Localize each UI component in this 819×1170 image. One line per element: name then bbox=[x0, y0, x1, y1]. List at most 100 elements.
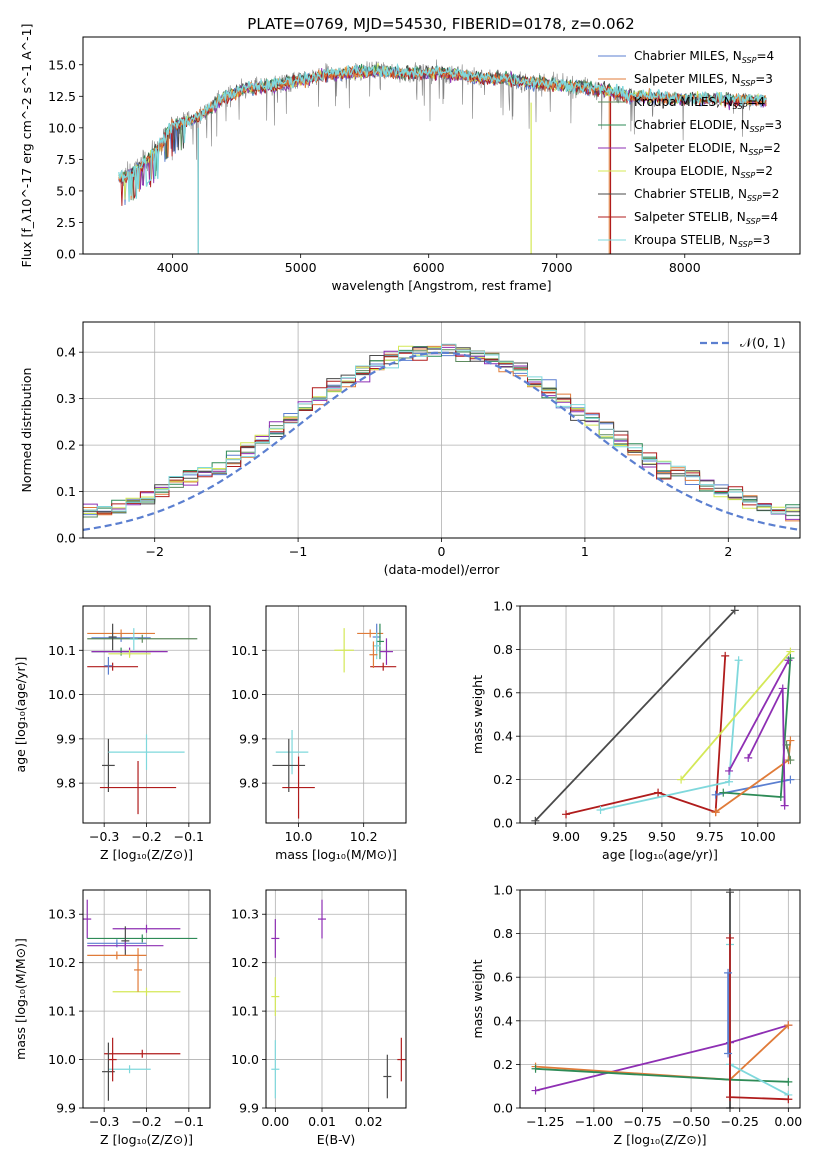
y-tick-label: 10.3 bbox=[48, 907, 76, 922]
legend-nssp-eq: = bbox=[755, 164, 765, 178]
mass-weight-marker bbox=[784, 1095, 793, 1104]
legend-nssp-prefix: , N bbox=[724, 164, 741, 178]
y-tick-label: 10.1 bbox=[48, 1004, 76, 1019]
legend-series-name: Kroupa MILES bbox=[634, 95, 716, 109]
panel-mass-weight-vs-age: 9.00 9.25 9.50 9.75 10.00 0.0 0.2 0.4 0.6 0.8 1.0 a… bbox=[470, 599, 801, 862]
mass-weight-line bbox=[728, 659, 790, 772]
x-tick-label: 10.2 bbox=[350, 829, 378, 844]
axes-frame bbox=[82, 36, 801, 255]
y-axis-label: Normed distribution bbox=[19, 368, 34, 493]
x-tick-label: −0.3 bbox=[89, 1114, 119, 1129]
x-tick-label: −0.1 bbox=[174, 1114, 204, 1129]
legend-nssp-eq: = bbox=[756, 49, 766, 63]
legend-nssp-prefix: , N bbox=[729, 210, 746, 224]
x-tick-label: −0.25 bbox=[721, 1114, 759, 1129]
x-tick-label: 10.0 bbox=[285, 829, 313, 844]
mass-weight-marker bbox=[786, 756, 795, 765]
y-tick-label: 0.4 bbox=[493, 729, 513, 744]
x-axis-label: Z [log₁₀(Z/Z⊙)] bbox=[100, 847, 193, 862]
y-tick-label: 0.3 bbox=[56, 391, 76, 406]
y-tick-label: 0.0 bbox=[56, 247, 76, 262]
x-tick-label: 9.00 bbox=[552, 829, 580, 844]
y-axis-label: Flux [f_λ10^-17 erg cm^-2 s^-1 A^-1] bbox=[19, 24, 34, 268]
legend-nssp-value: 3 bbox=[774, 118, 782, 132]
y-tick-label: 1.0 bbox=[493, 599, 513, 614]
y-tick-label: 10.3 bbox=[231, 907, 259, 922]
mass-weight-marker bbox=[784, 1077, 793, 1086]
panel-mass-weight-vs-z: −1.25 −1.00 −0.75 −0.50 −0.25 0.00 0.0 0.2 0.4 0.… bbox=[470, 883, 802, 1148]
legend-series-name: Salpeter STELIB bbox=[634, 210, 729, 224]
legend-nssp-value: 3 bbox=[763, 233, 771, 247]
mass-weight-marker bbox=[719, 788, 728, 797]
y-axis-label: mass weight bbox=[470, 959, 485, 1038]
legend-nssp-sub: SSP bbox=[742, 56, 757, 65]
legend-series-name: Salpeter ELODIE bbox=[634, 141, 732, 155]
x-tick-label: 2 bbox=[724, 544, 732, 559]
mass-weight-line bbox=[565, 655, 727, 816]
y-tick-label: 9.9 bbox=[56, 731, 76, 746]
x-tick-label: 9.25 bbox=[600, 829, 628, 844]
x-tick-label: 0.02 bbox=[355, 1114, 383, 1129]
legend-label: Chabrier STELIB, NSSP=2 bbox=[634, 187, 779, 203]
legend-nssp-sub: SSP bbox=[748, 148, 763, 157]
y-axis-label: mass weight bbox=[470, 675, 485, 754]
x-tick-label: −0.2 bbox=[131, 1114, 161, 1129]
x-tick-label: −0.50 bbox=[672, 1114, 710, 1129]
mass-weight-marker bbox=[784, 1021, 793, 1030]
x-tick-label: 0.00 bbox=[774, 1114, 802, 1129]
axes-frame bbox=[265, 605, 407, 824]
x-tick-label: 6000 bbox=[413, 260, 445, 275]
x-tick-label: 0.00 bbox=[261, 1114, 289, 1129]
legend-series-name: Kroupa STELIB bbox=[634, 233, 721, 247]
panel-mass-vs-z: −0.3 −0.2 −0.1 9.9 10.0 10.1 10.2 10.3 Z [log₁₀(… bbox=[13, 889, 211, 1147]
mass-weight-marker bbox=[726, 1093, 734, 1102]
mass-weight-marker bbox=[725, 766, 734, 775]
y-tick-label: 0.4 bbox=[493, 1013, 513, 1028]
y-tick-label: 10.1 bbox=[48, 643, 76, 658]
x-tick-label: 8000 bbox=[669, 260, 701, 275]
mass-weight-marker bbox=[780, 801, 789, 810]
mass-weight-marker bbox=[654, 788, 663, 797]
mass-weight-marker bbox=[725, 777, 734, 786]
legend-series-name: Kroupa ELODIE bbox=[634, 164, 724, 178]
x-axis-label: Z [log₁₀(Z/Z⊙)] bbox=[614, 1132, 707, 1147]
x-axis-label: E(B-V) bbox=[317, 1132, 356, 1147]
mass-weight-marker bbox=[786, 736, 795, 745]
panel-age-vs-z: −0.3 −0.2 −0.1 9.8 9.9 10.0 10.1 Z [log₁₀(Z/Z⊙)… bbox=[13, 605, 211, 862]
legend-nssp-prefix: , N bbox=[725, 49, 742, 63]
y-tick-label: 10.0 bbox=[231, 687, 259, 702]
legend-label: Kroupa ELODIE, NSSP=2 bbox=[634, 164, 773, 180]
y-tick-label: 10.0 bbox=[48, 1052, 76, 1067]
panel-spectrum: 4000 5000 6000 7000 8000 0.0 2.5 5.0 7.5 10.0 12.5… bbox=[19, 24, 801, 293]
y-tick-label: 10.0 bbox=[48, 687, 76, 702]
y-tick-label: 10.1 bbox=[231, 643, 259, 658]
x-tick-label: 0 bbox=[438, 544, 446, 559]
x-tick-label: 4000 bbox=[157, 260, 189, 275]
legend-nssp-eq: = bbox=[764, 118, 774, 132]
x-tick-label: −2 bbox=[145, 544, 163, 559]
mass-weight-marker bbox=[724, 968, 733, 977]
x-tick-label: −0.75 bbox=[623, 1114, 661, 1129]
legend-nssp-sub: SSP bbox=[746, 217, 761, 226]
y-tick-label: 0.8 bbox=[493, 926, 513, 941]
legend-nssp-sub: SSP bbox=[741, 171, 756, 180]
mass-weight-marker bbox=[711, 790, 720, 799]
axes-frame bbox=[519, 889, 801, 1109]
legend-nssp-sub: SSP bbox=[738, 240, 753, 249]
legend-nssp-prefix: , N bbox=[733, 118, 750, 132]
y-tick-label: 0.1 bbox=[56, 484, 76, 499]
legend-series-name: Chabrier ELODIE bbox=[634, 118, 733, 132]
legend-nssp-eq: = bbox=[747, 95, 757, 109]
y-tick-label: 1.0 bbox=[493, 883, 513, 898]
y-tick-label: 2.5 bbox=[56, 215, 76, 230]
axes-frame bbox=[82, 889, 211, 1109]
y-tick-label: 9.9 bbox=[239, 731, 259, 746]
mass-weight-marker bbox=[776, 792, 785, 801]
legend-label: Salpeter MILES, NSSP=3 bbox=[634, 72, 773, 88]
x-tick-label: −1.00 bbox=[575, 1114, 613, 1129]
legend-nssp-value: 4 bbox=[767, 49, 775, 63]
legend-nssp-sub: SSP bbox=[747, 194, 762, 203]
mass-weight-marker bbox=[562, 810, 571, 819]
legend-label: Salpeter STELIB, NSSP=4 bbox=[634, 210, 778, 226]
